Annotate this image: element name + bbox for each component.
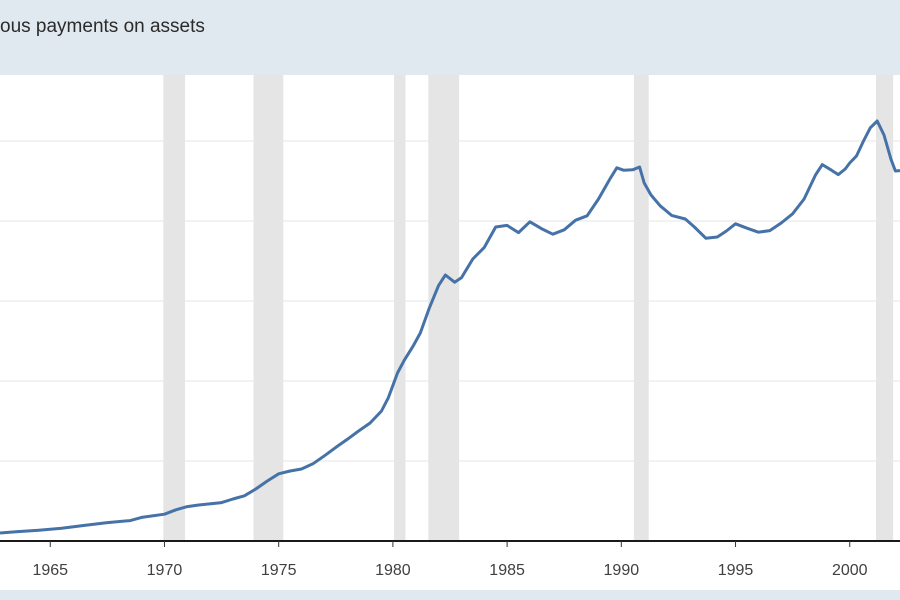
chart-footer bbox=[0, 590, 900, 600]
x-tick-label: 1985 bbox=[489, 562, 525, 579]
chart-title: ous payments on assets bbox=[0, 16, 205, 37]
x-tick-label: 1965 bbox=[32, 562, 68, 579]
recession-band bbox=[394, 75, 406, 541]
recession-band bbox=[253, 75, 284, 541]
recession-band bbox=[163, 75, 186, 541]
x-tick-label: 1990 bbox=[604, 562, 640, 579]
recession-band bbox=[428, 75, 460, 541]
x-tick-label: 2000 bbox=[832, 562, 868, 579]
x-tick-label: 1975 bbox=[261, 562, 297, 579]
x-tick-label: 1980 bbox=[375, 562, 411, 579]
recession-band bbox=[633, 75, 649, 541]
x-tick-label: 1995 bbox=[718, 562, 754, 579]
line-chart: 1965 1970 1975 1980 1985 1990 1995 2000 bbox=[0, 75, 900, 579]
x-tick-label: 1970 bbox=[147, 562, 183, 579]
chart-header: ous payments on assets bbox=[0, 0, 900, 75]
chart-area: 1965 1970 1975 1980 1985 1990 1995 2000 bbox=[0, 75, 900, 600]
recession-band bbox=[876, 75, 894, 541]
series-line bbox=[0, 119, 900, 535]
